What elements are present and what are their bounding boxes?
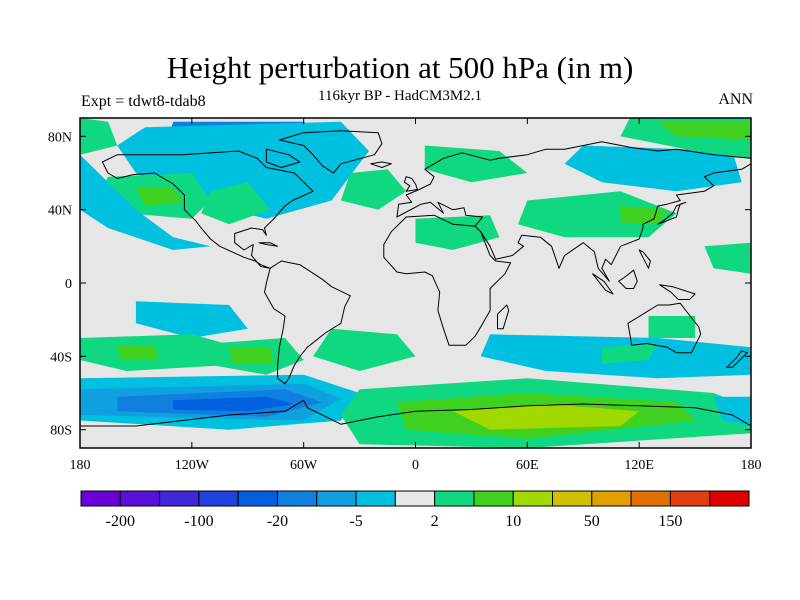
coastline-australia xyxy=(627,302,702,354)
coastline-japan xyxy=(657,201,687,225)
colorbar-box xyxy=(80,490,121,507)
coastline-africa xyxy=(383,214,512,346)
colorbar-box xyxy=(159,490,200,507)
colorbar-label: 10 xyxy=(505,513,521,530)
colorbar-box xyxy=(355,490,396,507)
colorbar-box xyxy=(198,490,239,507)
field-atlantic-high xyxy=(340,169,407,210)
field-southern-ocean-low-core xyxy=(173,396,295,412)
colorbar-box xyxy=(630,490,671,507)
colorbar-box xyxy=(473,490,514,507)
colorbar-label: -100 xyxy=(184,513,213,530)
coastline-sumatra xyxy=(592,273,614,295)
field-arctic-high-ne-core xyxy=(657,121,751,140)
colorbar-box xyxy=(276,490,318,507)
x-tick-label: 120W xyxy=(175,458,210,473)
y-tick-label: 40S xyxy=(50,350,72,365)
colorbar-box xyxy=(316,490,357,507)
coastline-new-zealand xyxy=(726,350,748,368)
colorbar-box xyxy=(512,490,554,507)
field-pacific-low-band xyxy=(80,154,211,250)
colorbar-box xyxy=(709,490,750,507)
colorbar-label: 150 xyxy=(658,513,682,530)
colorbar-label: 50 xyxy=(584,513,600,530)
x-tick-label: 60W xyxy=(290,458,318,473)
axis-ticks: 180 120W 60W 0 60E 120E 180 80N 40N 0 40S 80S xyxy=(48,118,762,473)
colorbar-box xyxy=(434,490,475,507)
field-europe-high xyxy=(424,145,528,183)
field-mediterranean-high xyxy=(415,215,500,250)
field-australia-high xyxy=(648,316,696,338)
coastline-greenland xyxy=(278,130,383,174)
field-north-america-east-high xyxy=(201,182,271,225)
colorbar-label: 2 xyxy=(431,513,439,530)
field-asia-high xyxy=(518,191,677,238)
field-asia-high-core xyxy=(620,206,668,225)
field-south-pacific-high-core xyxy=(117,345,159,360)
field-south-atlantic-high xyxy=(313,328,416,371)
coastline-cuba xyxy=(258,242,279,247)
x-tick-label: 60E xyxy=(516,458,539,473)
field-antarctica-high-core xyxy=(452,404,640,430)
field-north-pacific-high-core xyxy=(135,187,183,206)
plot-subtitle: 116kyr BP - HadCM3M2.1 xyxy=(318,88,482,104)
colorbar-box xyxy=(552,490,593,507)
x-tick-label: 180 xyxy=(741,458,762,473)
y-tick-label: 40N xyxy=(48,204,72,219)
coastline-madagascar xyxy=(497,304,510,330)
y-tick-label: 80S xyxy=(50,424,72,439)
field-south-pacific-low xyxy=(135,301,248,338)
coastline-uk xyxy=(403,176,418,192)
coastline-eurasia xyxy=(396,141,751,282)
colorbar-box xyxy=(669,490,711,507)
colorbar-box xyxy=(119,490,161,507)
colorbar-box xyxy=(591,490,632,507)
plot-title: Height perturbation at 500 hPa (in m) xyxy=(166,50,634,85)
field-pacific-east-high xyxy=(704,242,751,274)
y-tick-label: 0 xyxy=(65,277,72,292)
coastline-philippines xyxy=(638,249,651,269)
coastline-borneo xyxy=(618,269,638,289)
colorbar-label: -20 xyxy=(267,513,288,530)
field-arctic-high-nw xyxy=(80,118,118,155)
season-label: ANN xyxy=(718,91,753,108)
coastline-new-guinea xyxy=(659,284,696,300)
colorbar-label: -5 xyxy=(349,513,362,530)
colorbar: -200 -100 -20 -5 2 10 50 150 xyxy=(80,490,750,530)
colorbar-box xyxy=(394,490,436,507)
coastline-layer xyxy=(80,130,751,427)
field-siberia-low xyxy=(564,145,742,192)
field-indian-ocean-high xyxy=(601,343,658,364)
x-tick-label: 120E xyxy=(624,458,654,473)
coastline-antarctica xyxy=(80,399,751,427)
field-south-america-high-core xyxy=(229,347,274,364)
field-antarctica-edge-low xyxy=(713,396,751,426)
x-tick-label: 0 xyxy=(412,458,419,473)
y-tick-label: 80N xyxy=(48,130,72,145)
coastline-baffin xyxy=(265,148,301,168)
x-tick-label: 180 xyxy=(70,458,91,473)
contour-fill-layer xyxy=(80,118,751,448)
colorbar-box xyxy=(237,490,278,507)
experiment-label: Expt = tdwt8-tdab8 xyxy=(81,93,206,110)
coastline-iceland xyxy=(370,161,392,168)
coastline-north-america xyxy=(101,150,314,269)
coastline-south-america xyxy=(264,260,351,385)
colorbar-label: -200 xyxy=(106,513,135,530)
field-south-pacific-high xyxy=(80,334,239,371)
